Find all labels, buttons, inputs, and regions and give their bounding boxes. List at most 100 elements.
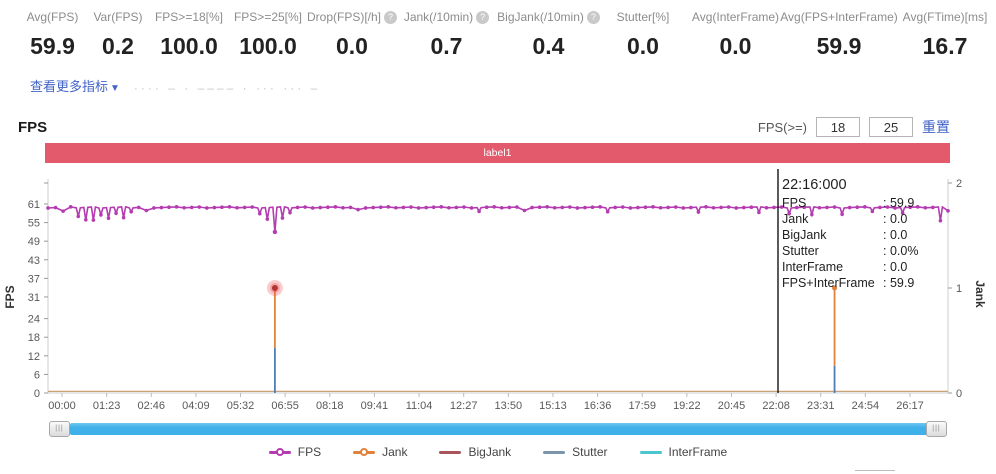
legend-label: Stutter (572, 445, 608, 459)
help-icon[interactable]: ? (384, 10, 398, 24)
svg-text:49: 49 (28, 236, 40, 248)
metric-label: Jank(/10min)? (395, 8, 498, 26)
legend-item-bigjank[interactable]: BigJank (439, 445, 511, 459)
svg-text:16:36: 16:36 (584, 400, 612, 412)
view-more-metrics-link[interactable]: 查看更多指标 ▼ (30, 76, 120, 95)
metric-avg-ftime-ms: Avg(FTime)[ms] 16.7 (894, 8, 996, 60)
chart-label-banner: label1 (45, 143, 950, 163)
metric-value: 0.7 (430, 33, 463, 59)
svg-text:31: 31 (28, 292, 40, 304)
chart-range-scrollbar: ||| ||| (0, 420, 996, 438)
fps-threshold-filter: FPS(>=) 重置 (758, 117, 950, 137)
metric-label: Avg(FPS) (26, 10, 79, 24)
metric-label: Drop(FPS)[/h]? (307, 8, 398, 26)
legend-item-interframe[interactable]: InterFrame (639, 445, 727, 459)
metric-jank-10min: Jank(/10min)? 0.7 (395, 8, 498, 60)
truncated-text-remnant: ···· – · –––– · ··· ··· – (133, 81, 321, 90)
svg-text:55: 55 (28, 218, 40, 230)
svg-text:05:32: 05:32 (227, 400, 255, 412)
metric-value: 59.9 (30, 33, 75, 59)
legend-marker-icon (268, 447, 291, 457)
metric-label: Avg(FTime)[ms] (902, 10, 988, 24)
metric-label: BigJank(/10min)? (497, 8, 600, 26)
scrollbar-left-handle[interactable]: ||| (49, 421, 70, 437)
svg-text:00:00: 00:00 (48, 400, 76, 412)
fps-section-title: FPS (18, 118, 48, 136)
svg-text:09:41: 09:41 (361, 400, 389, 412)
bottom-divider-sliver (855, 470, 895, 471)
fps-section-header: FPS FPS(>=) 重置 (0, 117, 996, 137)
metric-value: 0.0 (719, 33, 752, 59)
banner-label: label1 (483, 147, 512, 159)
fps-threshold-input-2[interactable] (869, 117, 913, 137)
metric-label: FPS>=25[%] (233, 10, 303, 24)
metric-value: 0.0 (336, 33, 368, 59)
scrollbar-right-handle[interactable]: ||| (926, 421, 947, 437)
svg-text:02:46: 02:46 (137, 400, 165, 412)
metrics-summary-bar: Avg(FPS) 59.9 Var(FPS) 0.2 FPS>=18[%] 100.0 FP… (0, 0, 996, 60)
more-metrics-row: 查看更多指标 ▼ ···· – · –––– · ··· ··· – (30, 76, 996, 95)
metric-drop-fps-h: Drop(FPS)[/h]? 0.0 (307, 8, 398, 60)
help-icon[interactable]: ? (476, 10, 490, 24)
scrollbar-track[interactable] (70, 423, 928, 435)
svg-text:06:55: 06:55 (271, 400, 299, 412)
metric-label: FPS>=18[%] (154, 10, 224, 24)
svg-text:17:59: 17:59 (628, 400, 656, 412)
svg-text:43: 43 (28, 255, 40, 267)
legend-item-jank[interactable]: Jank (353, 445, 407, 459)
metric-bigjank-10min: BigJank(/10min)? 0.4 (497, 8, 600, 60)
legend-marker-icon (639, 447, 662, 457)
reset-button[interactable]: 重置 (922, 119, 950, 135)
svg-text:Jank: Jank (973, 280, 987, 308)
svg-text:08:18: 08:18 (316, 400, 344, 412)
svg-text:11:04: 11:04 (406, 400, 433, 412)
svg-text:2: 2 (956, 178, 962, 190)
svg-text:FPS: FPS (3, 285, 17, 308)
fps-threshold-label: FPS(>=) (757, 119, 807, 135)
svg-text:19:22: 19:22 (673, 400, 701, 412)
fps-chart-area: 61 55 49 43 37 31 24 18 12 6 0 0 1 2 00:00 01:23 02:46 04… (0, 169, 996, 414)
legend-marker-icon (543, 447, 566, 457)
metric-value: 100.0 (160, 33, 218, 59)
legend-label: FPS (297, 445, 322, 459)
svg-text:04:09: 04:09 (182, 400, 210, 412)
metric-fps-25: FPS>=25[%] 100.0 (227, 8, 309, 60)
legend-marker-icon (353, 447, 376, 457)
legend-item-fps[interactable]: FPS (268, 445, 322, 459)
svg-text:26:17: 26:17 (896, 400, 924, 412)
legend-label: BigJank (468, 445, 512, 459)
svg-text:6: 6 (34, 369, 40, 381)
svg-text:22:08: 22:08 (762, 400, 790, 412)
metric-value: 16.7 (922, 33, 968, 59)
svg-text:13:50: 13:50 (495, 400, 523, 412)
chevron-down-icon: ▼ (110, 83, 120, 94)
metric-avg-interframe: Avg(InterFrame) 0.0 (687, 8, 784, 60)
metric-var-fps: Var(FPS) 0.2 (85, 8, 151, 60)
metric-avg-fps-interframe: Avg(FPS+InterFrame) 59.9 (780, 8, 898, 60)
metric-avg-fps: Avg(FPS) 59.9 (20, 8, 85, 60)
metric-value: 100.0 (239, 33, 297, 59)
svg-text:61: 61 (28, 199, 40, 211)
svg-text:01:23: 01:23 (93, 400, 121, 412)
svg-text:0: 0 (956, 388, 962, 400)
fps-threshold-input-1[interactable] (816, 117, 860, 137)
svg-text:20:45: 20:45 (718, 400, 746, 412)
legend-item-stutter[interactable]: Stutter (543, 445, 608, 459)
metric-stutter: Stutter[%] 0.0 (599, 8, 687, 60)
metric-value: 0.0 (627, 33, 659, 59)
view-more-metrics-label: 查看更多指标 (30, 79, 109, 94)
metric-value: 0.4 (532, 33, 565, 59)
svg-text:23:31: 23:31 (807, 400, 835, 412)
svg-text:12: 12 (28, 351, 40, 363)
svg-text:12:27: 12:27 (450, 400, 478, 412)
svg-text:24:54: 24:54 (852, 400, 880, 412)
metric-label: Stutter[%] (616, 10, 670, 24)
metric-label: Avg(InterFrame) (691, 10, 780, 24)
legend-marker-icon (439, 447, 462, 457)
svg-text:18: 18 (28, 332, 40, 344)
help-icon[interactable]: ? (586, 10, 600, 24)
metric-value: 59.9 (816, 33, 862, 59)
svg-text:24: 24 (28, 314, 40, 326)
metric-label: Avg(FPS+InterFrame) (780, 10, 898, 24)
